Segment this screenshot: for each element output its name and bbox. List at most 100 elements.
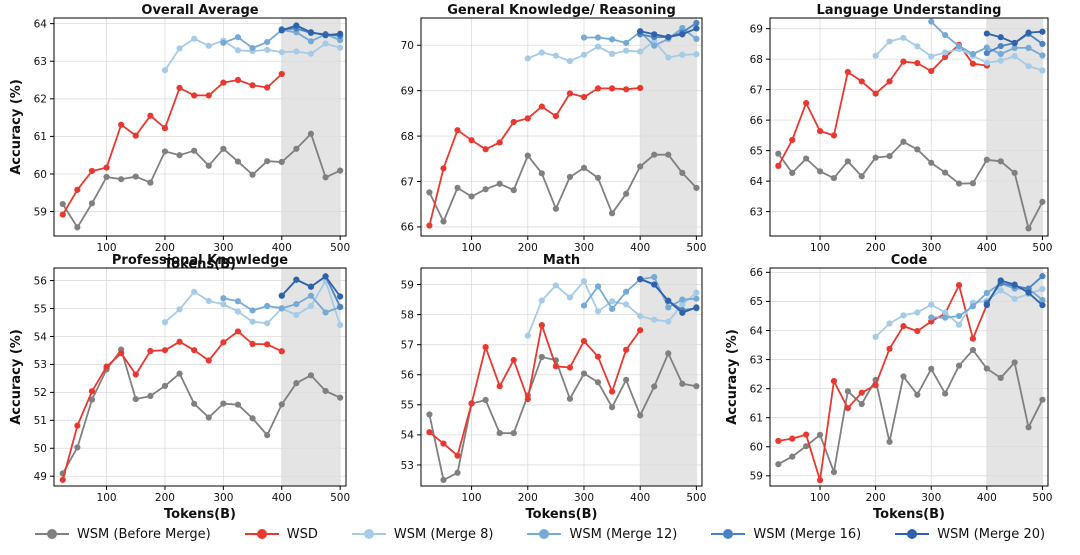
series-before	[775, 346, 1046, 476]
data-point-before	[293, 145, 300, 152]
data-point-m8	[872, 52, 879, 59]
x-tick-label: 400	[977, 492, 997, 504]
data-point-m20	[1025, 29, 1032, 36]
x-tick-label: 400	[630, 242, 650, 254]
data-point-wsd	[147, 112, 154, 119]
series-before	[426, 151, 700, 225]
data-point-wsd	[886, 345, 893, 352]
data-point-before	[322, 174, 329, 181]
x-tick-label: 400	[272, 492, 292, 504]
data-point-before	[426, 189, 433, 196]
data-point-wsd	[205, 357, 212, 364]
data-point-before	[510, 187, 517, 194]
x-tick-label: 400	[977, 242, 997, 254]
data-point-wsd	[220, 79, 227, 86]
data-point-before	[278, 158, 285, 166]
data-point-before	[803, 443, 810, 450]
data-point-m8	[872, 333, 879, 340]
data-point-before	[580, 164, 588, 171]
data-point-m8	[264, 46, 271, 54]
data-point-wsd	[886, 78, 893, 85]
series-line-wsd	[428, 324, 641, 457]
data-point-wsd	[59, 476, 66, 483]
data-point-before	[914, 146, 921, 153]
data-point-m20	[997, 277, 1004, 284]
x-tick-label: 200	[155, 242, 175, 254]
data-point-m8	[1025, 63, 1032, 70]
data-point-before	[307, 130, 315, 137]
data-point-wsd	[118, 350, 125, 357]
data-point-m8	[900, 312, 907, 319]
data-point-wsd	[191, 347, 198, 354]
x-tick-label: 300	[921, 492, 941, 504]
data-point-before	[665, 350, 672, 357]
data-point-wsd	[264, 341, 271, 348]
y-tick-label: 69	[401, 85, 414, 97]
data-point-before	[74, 444, 81, 451]
data-point-wsd	[969, 60, 977, 67]
data-point-m8	[176, 306, 183, 313]
data-point-wsd	[88, 388, 96, 395]
data-point-m8	[679, 301, 686, 308]
data-point-before	[249, 171, 256, 178]
data-point-before	[594, 174, 602, 181]
legend-label-merge20: WSM (Merge 20)	[937, 526, 1046, 542]
data-point-m12	[955, 312, 963, 320]
x-tick-label: 100	[462, 492, 482, 504]
data-point-before	[928, 365, 935, 372]
data-point-m8	[594, 308, 602, 315]
data-point-m8	[693, 289, 700, 296]
data-point-before	[205, 162, 212, 169]
data-point-wsd	[914, 327, 921, 335]
data-point-before	[789, 169, 796, 176]
y-tick-label: 66	[750, 115, 764, 127]
data-point-m12	[942, 31, 949, 39]
data-point-m20	[637, 28, 644, 35]
y-tick-label: 67	[750, 84, 763, 96]
data-point-m8	[1039, 285, 1046, 293]
data-point-m8	[293, 311, 300, 319]
data-point-wsd	[74, 422, 81, 429]
data-point-m16	[997, 42, 1004, 50]
data-point-m12	[249, 44, 256, 52]
data-point-before	[955, 362, 963, 369]
data-point-wsd	[803, 99, 810, 107]
series-m20	[278, 273, 344, 300]
y-tick-label: 59	[750, 471, 763, 483]
legend-label-merge8: WSM (Merge 8)	[393, 526, 494, 542]
y-tick-label: 58	[401, 309, 414, 321]
data-point-m12	[594, 283, 602, 290]
data-point-wsd	[118, 121, 125, 128]
data-point-before	[234, 158, 242, 165]
x-tick-label: 400	[630, 492, 650, 504]
y-tick-label: 66	[750, 267, 764, 279]
data-point-m20	[293, 22, 300, 29]
x-tick-label: 200	[155, 492, 175, 504]
x-axis-label: Tokens(B)	[873, 507, 945, 520]
data-point-before	[118, 176, 125, 183]
data-point-m12	[955, 42, 963, 50]
axes-frame	[769, 267, 1049, 487]
axes-frame	[420, 17, 703, 237]
chart-title: General Knowledge/ Reasoning	[447, 3, 676, 18]
data-point-wsd	[264, 84, 271, 91]
data-point-m8	[914, 43, 921, 50]
chart-title: Math	[543, 253, 580, 268]
data-point-before	[538, 170, 545, 177]
x-tick-label: 200	[866, 242, 886, 254]
data-point-m20	[637, 276, 644, 283]
data-point-m8	[337, 321, 344, 329]
data-point-m12	[220, 39, 227, 46]
data-point-m8	[942, 49, 949, 56]
data-point-wsd	[816, 477, 824, 484]
y-tick-label: 64	[34, 18, 48, 30]
data-point-m16	[983, 49, 990, 57]
data-point-before	[651, 151, 658, 158]
data-point-wsd	[440, 165, 447, 172]
x-tick-label: 500	[330, 242, 350, 254]
data-point-m12	[693, 35, 700, 42]
data-point-wsd	[524, 115, 531, 122]
data-point-m8	[264, 320, 271, 327]
data-point-m12	[293, 300, 300, 308]
data-point-m8	[161, 67, 169, 74]
